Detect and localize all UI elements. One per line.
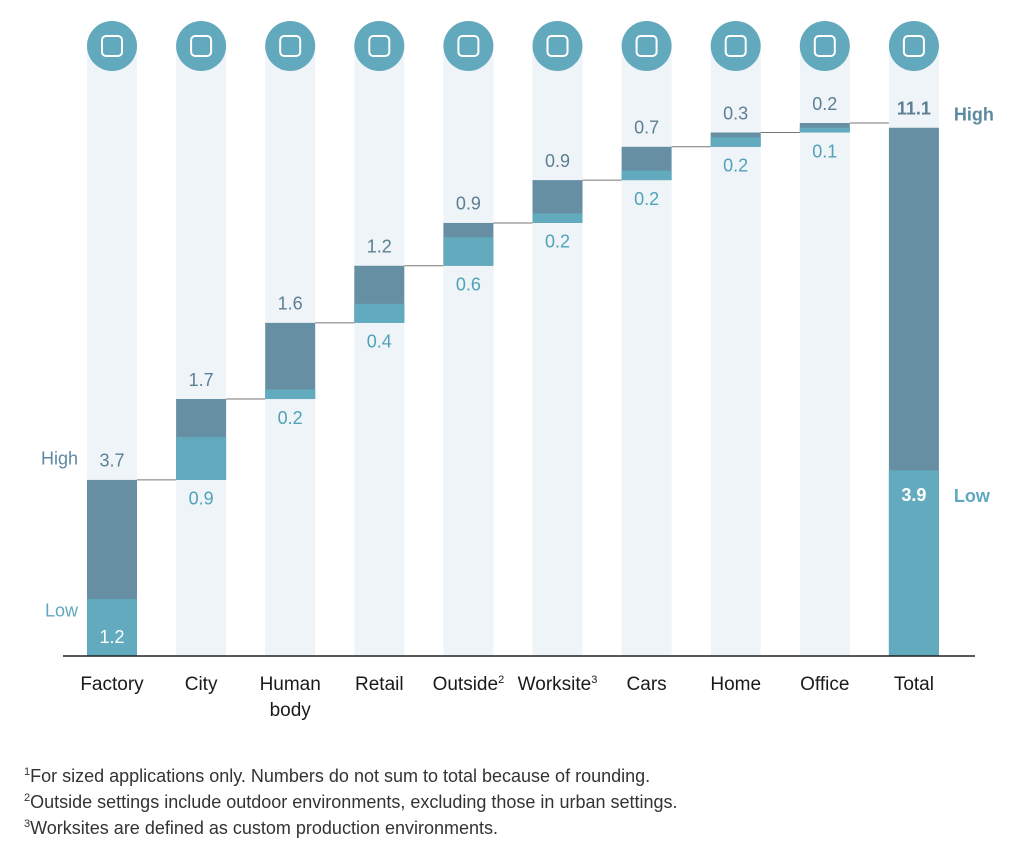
column-background bbox=[710, 40, 761, 656]
footnote-mark: 2 bbox=[498, 674, 505, 686]
bar-low bbox=[176, 437, 227, 480]
icon bbox=[443, 21, 494, 71]
icon-glyph bbox=[368, 35, 391, 57]
column-background bbox=[176, 40, 227, 656]
category-name: City bbox=[184, 674, 218, 695]
icon-glyph bbox=[190, 35, 213, 57]
footnote-mark: 1 bbox=[24, 766, 31, 778]
column-background bbox=[621, 40, 672, 656]
x-tick-label: Office bbox=[781, 672, 869, 698]
footnote-mark: 2 bbox=[24, 792, 31, 804]
value-label-high: 11.1 bbox=[897, 99, 931, 119]
x-tick-label: City bbox=[157, 672, 245, 698]
value-label-high: 0.2 bbox=[812, 94, 837, 114]
category-name: Total bbox=[893, 674, 934, 695]
value-label-low: 0.2 bbox=[278, 408, 303, 428]
value-label-low: 0.4 bbox=[367, 332, 392, 352]
category-name: Human body bbox=[259, 674, 321, 721]
icon bbox=[265, 21, 316, 71]
icon bbox=[176, 21, 227, 71]
value-label-high: 0.7 bbox=[634, 118, 659, 138]
bar-low bbox=[87, 598, 137, 656]
value-label-high: 0.9 bbox=[456, 194, 481, 214]
value-label-high: 3.7 bbox=[99, 451, 124, 471]
value-label-low: 3.9 bbox=[901, 485, 926, 505]
icon-glyph bbox=[457, 35, 480, 57]
x-tick-label: Factory bbox=[68, 672, 156, 698]
value-label-high: 1.6 bbox=[278, 294, 303, 314]
icon-glyph bbox=[279, 35, 302, 57]
footnote: 1For sized applications only. Numbers do… bbox=[24, 763, 678, 789]
x-tick-label: Outside2 bbox=[424, 672, 512, 698]
footnote-text: For sized applications only. Numbers do … bbox=[30, 766, 651, 786]
footnote-text: Outside settings include outdoor environ… bbox=[30, 792, 678, 812]
series-label-low: Low bbox=[45, 601, 79, 621]
bar-low bbox=[888, 470, 939, 656]
category-name: Home bbox=[710, 674, 762, 695]
bar-low bbox=[799, 127, 850, 133]
x-tick-label: Retail bbox=[335, 672, 423, 698]
icon-glyph bbox=[635, 35, 658, 57]
value-label-low: 0.6 bbox=[456, 275, 481, 295]
icon bbox=[888, 21, 939, 71]
x-tick-label: Total bbox=[870, 672, 958, 698]
value-label-low: 0.9 bbox=[189, 489, 214, 509]
series-label-high: High bbox=[41, 449, 78, 469]
footnote-text: Worksites are defined as custom producti… bbox=[30, 818, 499, 838]
value-label-low: 0.1 bbox=[812, 141, 837, 161]
footnote-mark: 3 bbox=[591, 674, 598, 686]
bar-high bbox=[265, 322, 316, 400]
x-tick-label: Human body bbox=[246, 672, 334, 724]
bar-low bbox=[265, 389, 316, 400]
x-tick-label: Cars bbox=[603, 672, 691, 698]
value-label-high: 1.7 bbox=[189, 370, 214, 390]
value-label-high: 0.3 bbox=[723, 103, 748, 123]
value-label-low: 0.2 bbox=[545, 232, 570, 252]
icon-glyph bbox=[546, 35, 569, 57]
x-tick-label: Worksite3 bbox=[514, 672, 602, 698]
footnote-mark: 3 bbox=[24, 818, 31, 830]
value-label-high: 1.2 bbox=[367, 237, 392, 257]
bar-low bbox=[621, 170, 672, 181]
value-label-high: 0.9 bbox=[545, 151, 570, 171]
icon bbox=[532, 21, 583, 71]
icon bbox=[354, 21, 405, 71]
bar-low bbox=[532, 213, 583, 223]
bar-low bbox=[710, 137, 761, 147]
column-background bbox=[532, 40, 583, 656]
footnote: 2Outside settings include outdoor enviro… bbox=[24, 789, 678, 815]
footnote: 3Worksites are defined as custom product… bbox=[24, 815, 678, 841]
icon-glyph bbox=[724, 35, 747, 57]
column-background bbox=[443, 40, 494, 656]
series-label-low: Low bbox=[954, 486, 991, 506]
icon bbox=[799, 21, 850, 71]
category-name: Worksite bbox=[517, 674, 592, 695]
x-tick-label: Home bbox=[692, 672, 780, 698]
icon bbox=[710, 21, 761, 71]
value-label-low: 0.2 bbox=[634, 189, 659, 209]
bar-low bbox=[443, 237, 494, 266]
footnotes: 1For sized applications only. Numbers do… bbox=[24, 763, 678, 841]
bar-low bbox=[354, 303, 405, 323]
category-name: Factory bbox=[80, 674, 144, 695]
series-label-high: High bbox=[954, 105, 994, 125]
value-label-low: 1.2 bbox=[99, 627, 124, 647]
icon bbox=[87, 21, 137, 71]
icon-glyph bbox=[101, 35, 123, 57]
category-name: Retail bbox=[355, 674, 404, 695]
icon-glyph bbox=[902, 35, 925, 57]
column-background bbox=[799, 40, 850, 656]
category-name: Outside bbox=[432, 674, 499, 695]
category-name: Cars bbox=[626, 674, 667, 695]
value-label-low: 0.2 bbox=[723, 156, 748, 176]
icon bbox=[621, 21, 672, 71]
column-background bbox=[354, 40, 405, 656]
category-name: Office bbox=[800, 674, 850, 695]
icon-glyph bbox=[813, 35, 836, 57]
